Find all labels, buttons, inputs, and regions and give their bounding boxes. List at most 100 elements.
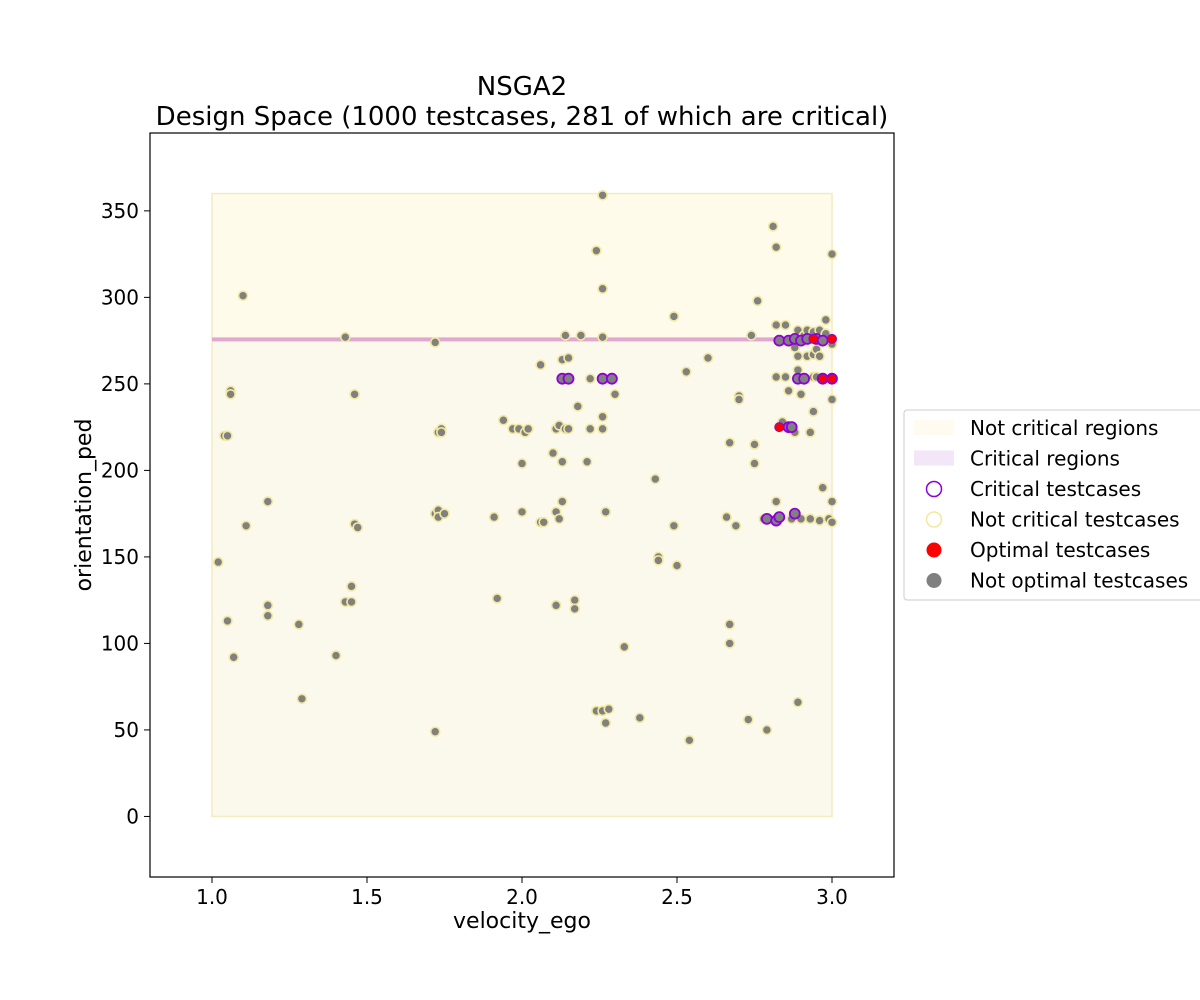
regions-layer [211,192,833,818]
point-noncritical-12 [293,619,305,630]
point-critical-10 [816,334,829,347]
legend-frame [903,409,1200,601]
y-tick-label-4: 200 [101,458,139,482]
point-noncritical-29 [436,427,447,438]
point-noncritical-118 [795,388,807,400]
point-noncritical-21 [352,522,364,533]
point-noncritical-132 [814,350,825,362]
point-noncritical-141 [826,496,838,507]
point-noncritical-19 [349,388,360,400]
point-critical-12 [798,372,810,385]
x-axis-label: velocity_ego [453,909,591,934]
point-noncritical-68 [597,411,608,423]
point-noncritical-75 [618,641,630,653]
point-noncritical-56 [569,594,581,606]
point-noncritical-89 [724,638,736,649]
legend-swatch-1 [914,450,954,466]
y-tick-label-1: 50 [114,718,139,742]
point-noncritical-74 [609,388,621,400]
legend-label-2: Critical testcases [970,477,1141,501]
point-noncritical-55 [563,423,574,435]
point-noncritical-3 [222,615,233,627]
point-noncritical-17 [346,596,357,608]
point-noncritical-76 [634,712,646,724]
region-1 [211,339,833,818]
point-noncritical-72 [600,717,612,729]
point-noncritical-88 [724,619,736,630]
point-noncritical-135 [820,314,832,326]
point-noncritical-7 [237,290,249,301]
point-noncritical-123 [804,427,816,438]
point-noncritical-117 [792,696,804,708]
x-tick-label-2: 2.0 [506,885,538,909]
point-noncritical-50 [556,456,568,468]
point-noncritical-40 [535,359,546,371]
point-noncritical-97 [752,295,763,307]
x-tick-label-3: 2.5 [661,885,693,909]
legend-label-4: Optimal testcases [970,538,1150,562]
point-noncritical-94 [746,330,757,341]
point-noncritical-102 [770,319,782,331]
y-tick-label-5: 250 [101,372,139,396]
region-0 [211,192,833,342]
chart-title: NSGA2 [477,72,567,102]
points-layer [212,189,838,746]
point-noncritical-90 [730,520,742,532]
point-noncritical-8 [240,520,252,532]
chart-subtitle: Design Space (1000 testcases, 281 of whi… [156,102,889,132]
point-noncritical-13 [296,693,308,705]
point-noncritical-18 [346,581,357,592]
point-noncritical-2 [222,430,233,442]
point-noncritical-92 [733,394,745,405]
region-2 [212,337,832,342]
point-noncritical-142 [826,517,838,528]
point-noncritical-71 [600,506,612,518]
point-noncritical-138 [826,248,838,260]
point-noncritical-61 [584,373,596,384]
point-critical-19 [788,507,801,520]
point-noncritical-115 [792,350,804,362]
legend-swatch-3 [925,511,943,528]
point-optimal-2 [817,373,828,384]
point-noncritical-140 [826,394,838,405]
point-noncritical-109 [783,385,794,397]
point-noncritical-65 [597,189,608,201]
point-noncritical-30 [439,508,450,519]
point-noncritical-134 [817,482,829,493]
point-noncritical-87 [724,437,736,449]
x-axis: 1.0 1.5 2.0 2.5 3.0 [196,877,848,909]
point-noncritical-37 [516,506,528,518]
legend-label-1: Critical regions [970,447,1120,471]
point-noncritical-31 [488,511,500,523]
point-noncritical-100 [767,221,779,232]
point-noncritical-84 [684,735,695,746]
point-noncritical-77 [649,473,661,485]
y-tick-label-0: 0 [126,804,139,828]
point-noncritical-108 [780,371,791,383]
point-noncritical-66 [597,283,608,295]
point-critical-15 [785,421,798,434]
point-noncritical-69 [597,423,608,435]
point-critical-16 [761,512,773,525]
point-noncritical-60 [581,456,593,468]
legend-label-3: Not critical testcases [970,508,1180,532]
y-tick-label-7: 350 [101,199,139,223]
x-tick-label-1: 1.5 [351,885,383,909]
y-tick-label-6: 300 [101,285,139,309]
point-noncritical-42 [538,517,550,528]
point-noncritical-15 [339,331,351,343]
point-noncritical-104 [770,496,782,507]
point-noncritical-73 [603,703,615,715]
y-tick-label-2: 100 [101,631,139,655]
point-optimal-3 [827,373,837,384]
y-axis-label: orientation_ped [72,419,97,592]
point-optimal-1 [808,333,819,344]
x-tick-label-4: 3.0 [816,885,848,909]
point-noncritical-101 [770,241,782,253]
point-noncritical-93 [742,714,754,725]
point-noncritical-5 [225,388,236,400]
point-noncritical-83 [680,366,692,378]
point-noncritical-46 [550,600,562,611]
point-optimal-4 [827,333,837,344]
